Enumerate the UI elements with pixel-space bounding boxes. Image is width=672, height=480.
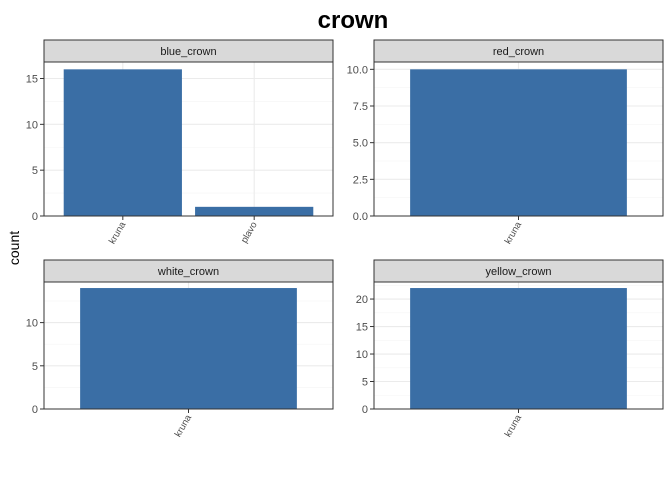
strip-label: red_crown <box>493 46 544 58</box>
x-tick-label: plavo <box>239 220 260 245</box>
y-tick-label: 0 <box>362 404 368 416</box>
facet-panel-white_crown: white_crown 0 5 10 kruna <box>26 259 334 439</box>
bar-plavo <box>195 206 314 216</box>
y-tick-label: 20 <box>356 294 368 306</box>
y-tick-label: 2.5 <box>353 174 368 186</box>
x-tick-label: kruna <box>173 412 195 439</box>
y-tick-label: 0.0 <box>353 211 368 223</box>
y-tick-label: 10 <box>356 349 368 361</box>
x-tick-label: kruna <box>107 219 129 246</box>
strip-label: yellow_crown <box>485 266 551 278</box>
x-tick-label: kruna <box>503 412 525 439</box>
panel-border <box>373 61 664 217</box>
bar-kruna <box>410 288 627 409</box>
y-tick-label: 5.0 <box>353 138 368 150</box>
facet-panel-blue_crown: blue_crown 0 5 10 15 kruna plavo <box>26 39 334 246</box>
y-tick-label: 10.0 <box>347 64 368 76</box>
y-tick-label: 15 <box>356 322 368 334</box>
bar-kruna <box>80 288 297 409</box>
y-tick-label: 10 <box>26 119 38 131</box>
facet-panel-yellow_crown: yellow_crown 0 5 10 15 20 kruna <box>356 259 664 439</box>
bar-kruna <box>63 69 182 216</box>
y-tick-label: 5 <box>362 377 368 389</box>
y-tick-label: 10 <box>26 318 38 330</box>
panel-border <box>43 281 334 410</box>
bar-kruna <box>410 69 627 216</box>
y-tick-label: 5 <box>32 165 38 177</box>
y-tick-label: 15 <box>26 74 38 86</box>
facet-panel-red_crown: red_crown 0.0 2.5 5.0 7.5 10.0 kruna <box>347 39 664 246</box>
y-tick-label: 5 <box>32 361 38 373</box>
y-tick-label: 0 <box>32 404 38 416</box>
panels: blue_crown 0 5 10 15 kruna plavo red_crown 0.0 2.… <box>26 39 664 439</box>
y-tick-label: 0 <box>32 211 38 223</box>
panel-border <box>43 61 334 217</box>
chart-title: crown <box>318 7 389 34</box>
panel-border <box>373 281 664 410</box>
y-axis-label: count <box>6 231 22 265</box>
strip-label: blue_crown <box>160 46 216 58</box>
y-tick-label: 7.5 <box>353 101 368 113</box>
x-tick-label: kruna <box>503 219 525 246</box>
strip-label: white_crown <box>157 266 219 278</box>
